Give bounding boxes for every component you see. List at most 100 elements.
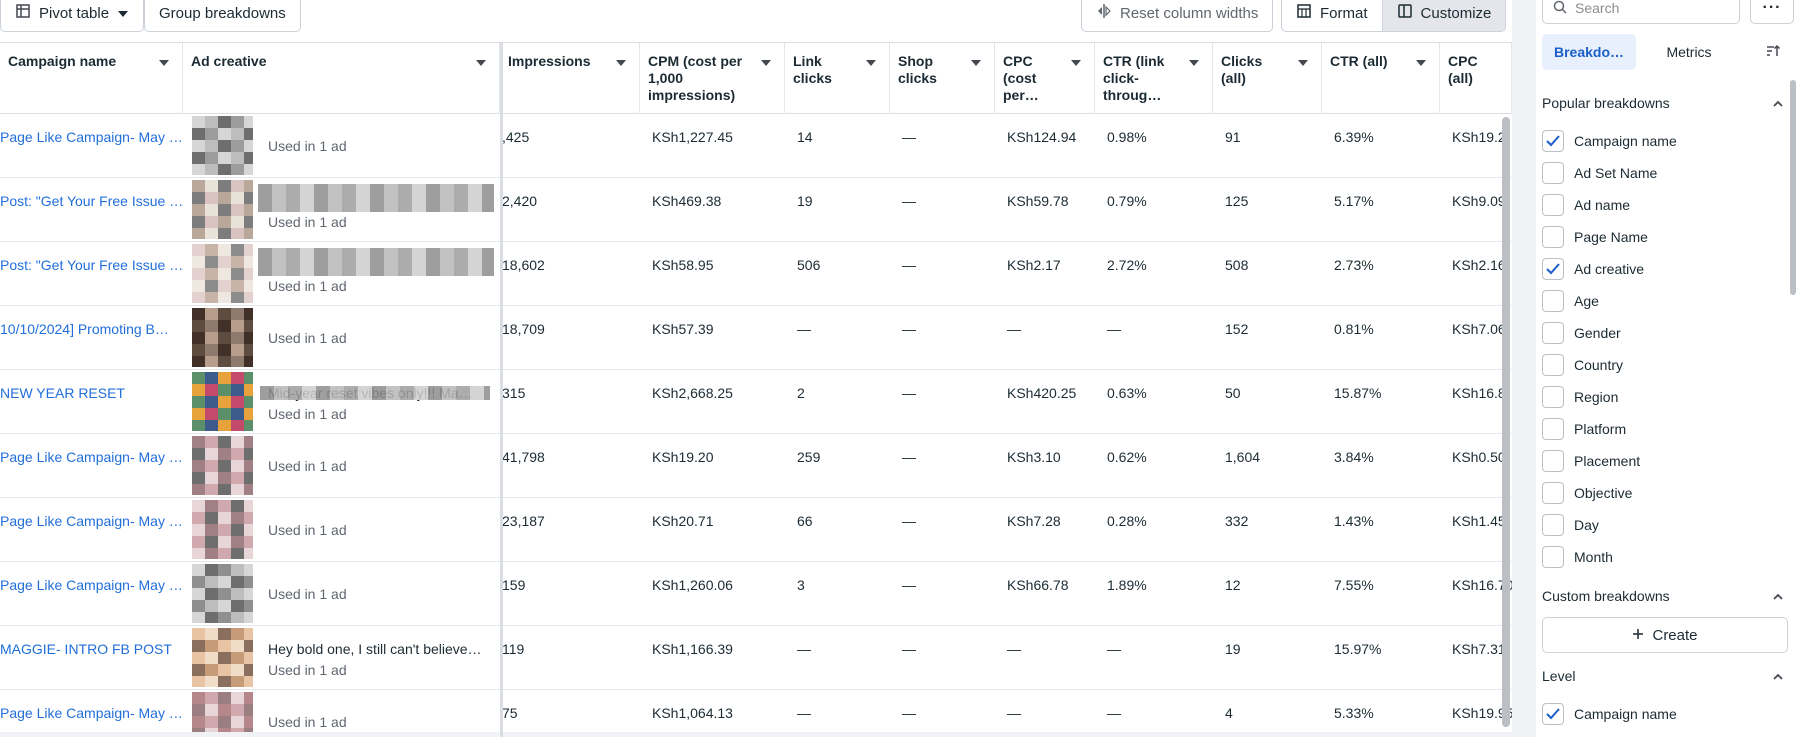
table-row[interactable]: 10/10/2024] Promoting B… 18,709 KSh57.39 — —…	[0, 306, 1512, 370]
column-menu-chevron-icon[interactable]	[861, 53, 881, 73]
column-header-campaign-name[interactable]: Campaign name	[0, 43, 183, 114]
table-row[interactable]: Page Like Campaign- May … 159 KSh1,260.06 3…	[0, 562, 1512, 626]
reset-column-widths-button[interactable]: Reset column widths	[1081, 0, 1274, 32]
column-header-cpc-all[interactable]: CPC (all)	[1440, 43, 1512, 114]
checkbox-unchecked[interactable]	[1542, 354, 1564, 376]
format-button[interactable]: Format	[1282, 0, 1382, 31]
checkbox-unchecked[interactable]	[1542, 162, 1564, 184]
column-header-impressions[interactable]: Impressions	[500, 43, 640, 114]
tab-sort[interactable]	[1758, 34, 1788, 70]
breakdown-option[interactable]: Gender	[1542, 321, 1621, 345]
cell-ad-creative[interactable]: Used in 1 ad	[0, 306, 500, 370]
tab-breakdowns[interactable]: Breakdo…	[1542, 34, 1636, 70]
cell-ad-creative[interactable]: Used in 1 ad	[0, 562, 500, 626]
column-header-ctr-link[interactable]: CTR (link click-throug…	[1095, 43, 1213, 114]
checkbox-unchecked[interactable]	[1542, 514, 1564, 536]
breakdown-option[interactable]: Ad Set Name	[1542, 161, 1657, 185]
table-row[interactable]: Page Like Campaign- May … 75 KSh1,064.13 — —…	[0, 690, 1512, 737]
cell-campaign-name[interactable]: NEW YEAR RESET	[0, 385, 125, 401]
checkbox-unchecked[interactable]	[1542, 322, 1564, 344]
table-horizontal-scrollbar[interactable]	[0, 732, 1512, 737]
table-row[interactable]: Page Like Campaign- May … ,425 KSh1,227.45…	[0, 114, 1512, 178]
collapse-custom-chevron-icon[interactable]	[1772, 590, 1784, 602]
collapse-level-chevron-icon[interactable]	[1772, 670, 1784, 682]
column-menu-chevron-icon[interactable]	[1184, 53, 1204, 73]
breakdown-option[interactable]: Campaign name	[1542, 129, 1677, 153]
breakdown-option[interactable]: Region	[1542, 385, 1618, 409]
create-breakdown-button[interactable]: Create	[1542, 617, 1788, 653]
ad-thumbnail-image[interactable]	[192, 180, 253, 239]
checkbox-unchecked[interactable]	[1542, 290, 1564, 312]
checkbox-unchecked[interactable]	[1542, 418, 1564, 440]
checkbox-unchecked[interactable]	[1542, 546, 1564, 568]
ad-thumbnail-image[interactable]	[192, 308, 253, 367]
cell-campaign-name[interactable]: MAGGIE- INTRO FB POST	[0, 641, 172, 657]
checkbox-checked[interactable]	[1542, 703, 1564, 725]
cell-ad-creative[interactable]: Mid-year reset vibes only!!! Ma…Used in …	[0, 370, 500, 434]
table-row[interactable]: Page Like Campaign- May … 41,798 KSh19.20 2…	[0, 434, 1512, 498]
column-menu-chevron-icon[interactable]	[611, 53, 631, 73]
ad-thumbnail-image[interactable]	[192, 500, 253, 559]
breakdown-search-input[interactable]: Search	[1542, 0, 1740, 24]
column-header-cpm[interactable]: CPM (cost per 1,000 impressions)	[640, 43, 785, 114]
panel-scrollbar[interactable]	[1790, 80, 1796, 295]
column-menu-chevron-icon[interactable]	[1411, 53, 1431, 73]
cell-campaign-name[interactable]: Post: "Get Your Free Issue …	[0, 193, 183, 209]
checkbox-unchecked[interactable]	[1542, 482, 1564, 504]
level-option[interactable]: Campaign name	[1542, 702, 1677, 726]
breakdown-option[interactable]: Day	[1542, 513, 1599, 537]
column-header-clicks-all[interactable]: Clicks (all)	[1213, 43, 1322, 114]
table-row[interactable]: Post: "Get Your Free Issue … 2,420 KSh469.…	[0, 178, 1512, 242]
ad-thumbnail-image[interactable]	[192, 244, 253, 303]
cell-campaign-name[interactable]: Page Like Campaign- May …	[0, 129, 183, 145]
breakdown-option[interactable]: Ad name	[1542, 193, 1630, 217]
column-header-ctr-all[interactable]: CTR (all)	[1322, 43, 1440, 114]
breakdown-option[interactable]: Page Name	[1542, 225, 1648, 249]
ad-thumbnail-image[interactable]	[192, 116, 253, 175]
ad-thumbnail-image[interactable]	[192, 628, 253, 687]
cell-campaign-name[interactable]: Page Like Campaign- May …	[0, 577, 183, 593]
breakdown-option[interactable]: Objective	[1542, 481, 1632, 505]
column-header-ad-creative[interactable]: Ad creative	[183, 43, 500, 114]
column-header-shop-clicks[interactable]: Shop clicks	[890, 43, 995, 114]
table-row[interactable]: MAGGIE- INTRO FB POST 119 KSh1,166.39 — — — — 1…	[0, 626, 1512, 690]
ad-thumbnail-image[interactable]	[192, 436, 253, 495]
breakdown-option[interactable]: Platform	[1542, 417, 1626, 441]
column-menu-chevron-icon[interactable]	[756, 53, 776, 73]
checkbox-unchecked[interactable]	[1542, 226, 1564, 248]
checkbox-checked[interactable]	[1542, 258, 1564, 280]
ad-thumbnail-image[interactable]	[192, 692, 253, 737]
cell-campaign-name[interactable]: Post: "Get Your Free Issue …	[0, 257, 183, 273]
breakdown-option[interactable]: Age	[1542, 289, 1599, 313]
column-menu-chevron-icon[interactable]	[154, 53, 174, 73]
table-row[interactable]: Post: "Get Your Free Issue … 18,602 KSh58.…	[0, 242, 1512, 306]
cell-ad-creative[interactable]: Used in 1 ad	[0, 434, 500, 498]
cell-campaign-name[interactable]: 10/10/2024] Promoting B…	[0, 321, 169, 337]
cell-campaign-name[interactable]: Page Like Campaign- May …	[0, 449, 183, 465]
cell-ad-creative[interactable]: Used in 1 ad	[0, 114, 500, 178]
table-vertical-scrollbar[interactable]	[1502, 117, 1510, 727]
column-header-cpc[interactable]: CPC (cost per…	[995, 43, 1095, 114]
column-menu-chevron-icon[interactable]	[966, 53, 986, 73]
table-row[interactable]: NEW YEAR RESET 315 KSh2,668.25 2 — KSh420.25 0…	[0, 370, 1512, 434]
collapse-popular-chevron-icon[interactable]	[1772, 97, 1784, 109]
customize-button[interactable]: Customize	[1381, 0, 1506, 31]
column-header-link-clicks[interactable]: Link clicks	[785, 43, 890, 114]
breakdown-option[interactable]: Placement	[1542, 449, 1640, 473]
more-options-button[interactable]: ···	[1750, 0, 1794, 24]
ad-thumbnail-image[interactable]	[192, 372, 253, 431]
frozen-column-divider[interactable]	[500, 42, 503, 737]
cell-campaign-name[interactable]: Page Like Campaign- May …	[0, 513, 183, 529]
cell-ad-creative[interactable]: Used in 1 ad	[0, 242, 500, 306]
column-menu-chevron-icon[interactable]	[1066, 53, 1086, 73]
ad-thumbnail-image[interactable]	[192, 564, 253, 623]
cell-campaign-name[interactable]: Page Like Campaign- May …	[0, 705, 183, 721]
table-row[interactable]: Page Like Campaign- May … 23,187 KSh20.71 6…	[0, 498, 1512, 562]
column-menu-chevron-icon[interactable]	[1293, 53, 1313, 73]
checkbox-checked[interactable]	[1542, 130, 1564, 152]
pivot-table-button[interactable]: Pivot table	[0, 0, 145, 32]
breakdown-option[interactable]: Month	[1542, 545, 1613, 569]
cell-ad-creative[interactable]: Used in 1 ad	[0, 498, 500, 562]
tab-metrics[interactable]: Metrics	[1642, 34, 1736, 70]
breakdown-option[interactable]: Ad creative	[1542, 257, 1644, 281]
